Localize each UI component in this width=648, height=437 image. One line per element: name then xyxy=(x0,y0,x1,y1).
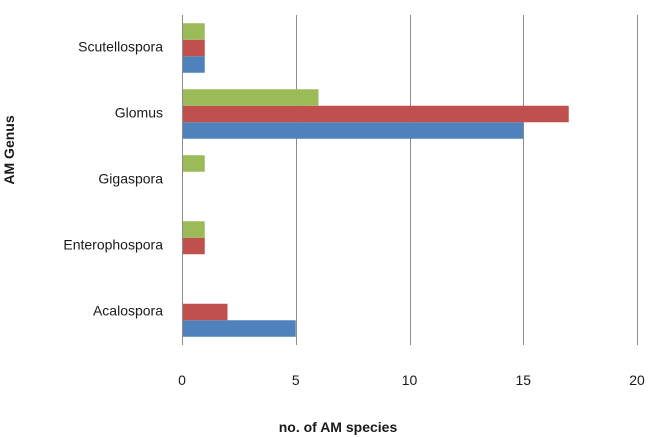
x-tick-label: 20 xyxy=(629,372,645,388)
bar-enterophospora-series-3 xyxy=(183,221,205,238)
y-tick-label: Gigaspora xyxy=(98,171,163,187)
y-tick-label: Enterophospora xyxy=(63,237,163,253)
bar-acalospora-series-2 xyxy=(183,303,228,321)
x-tick-label: 0 xyxy=(178,372,186,388)
x-tick-label: 15 xyxy=(515,372,531,388)
y-tick-label: Acalospora xyxy=(93,303,163,319)
y-axis-title: AM Genus xyxy=(1,115,17,184)
bar-glomus-series-2 xyxy=(183,105,569,123)
bar-gigaspora-series-3 xyxy=(183,155,205,172)
gridlines xyxy=(296,15,638,345)
bars xyxy=(183,23,569,337)
x-tick-label: 10 xyxy=(402,372,418,388)
bar-glomus-series-3 xyxy=(183,89,319,106)
bar-scutellospora-series-2 xyxy=(183,39,205,57)
y-tick-labels: Acalospora Enterophospora Gigaspora Glomus S… xyxy=(63,39,163,319)
bar-glomus-series-1 xyxy=(183,122,524,139)
x-tick-label: 5 xyxy=(292,372,300,388)
bar-scutellospora-series-1 xyxy=(183,56,205,73)
bar-scutellospora-series-3 xyxy=(183,23,205,40)
bar-enterophospora-series-2 xyxy=(183,237,205,255)
x-tick-labels: 0 5 10 15 20 xyxy=(178,372,645,388)
y-tick-label: Glomus xyxy=(115,105,163,121)
bar-acalospora-series-1 xyxy=(183,320,296,337)
y-tick-label: Scutellospora xyxy=(78,39,163,55)
x-axis-title: no. of AM species xyxy=(279,419,398,435)
